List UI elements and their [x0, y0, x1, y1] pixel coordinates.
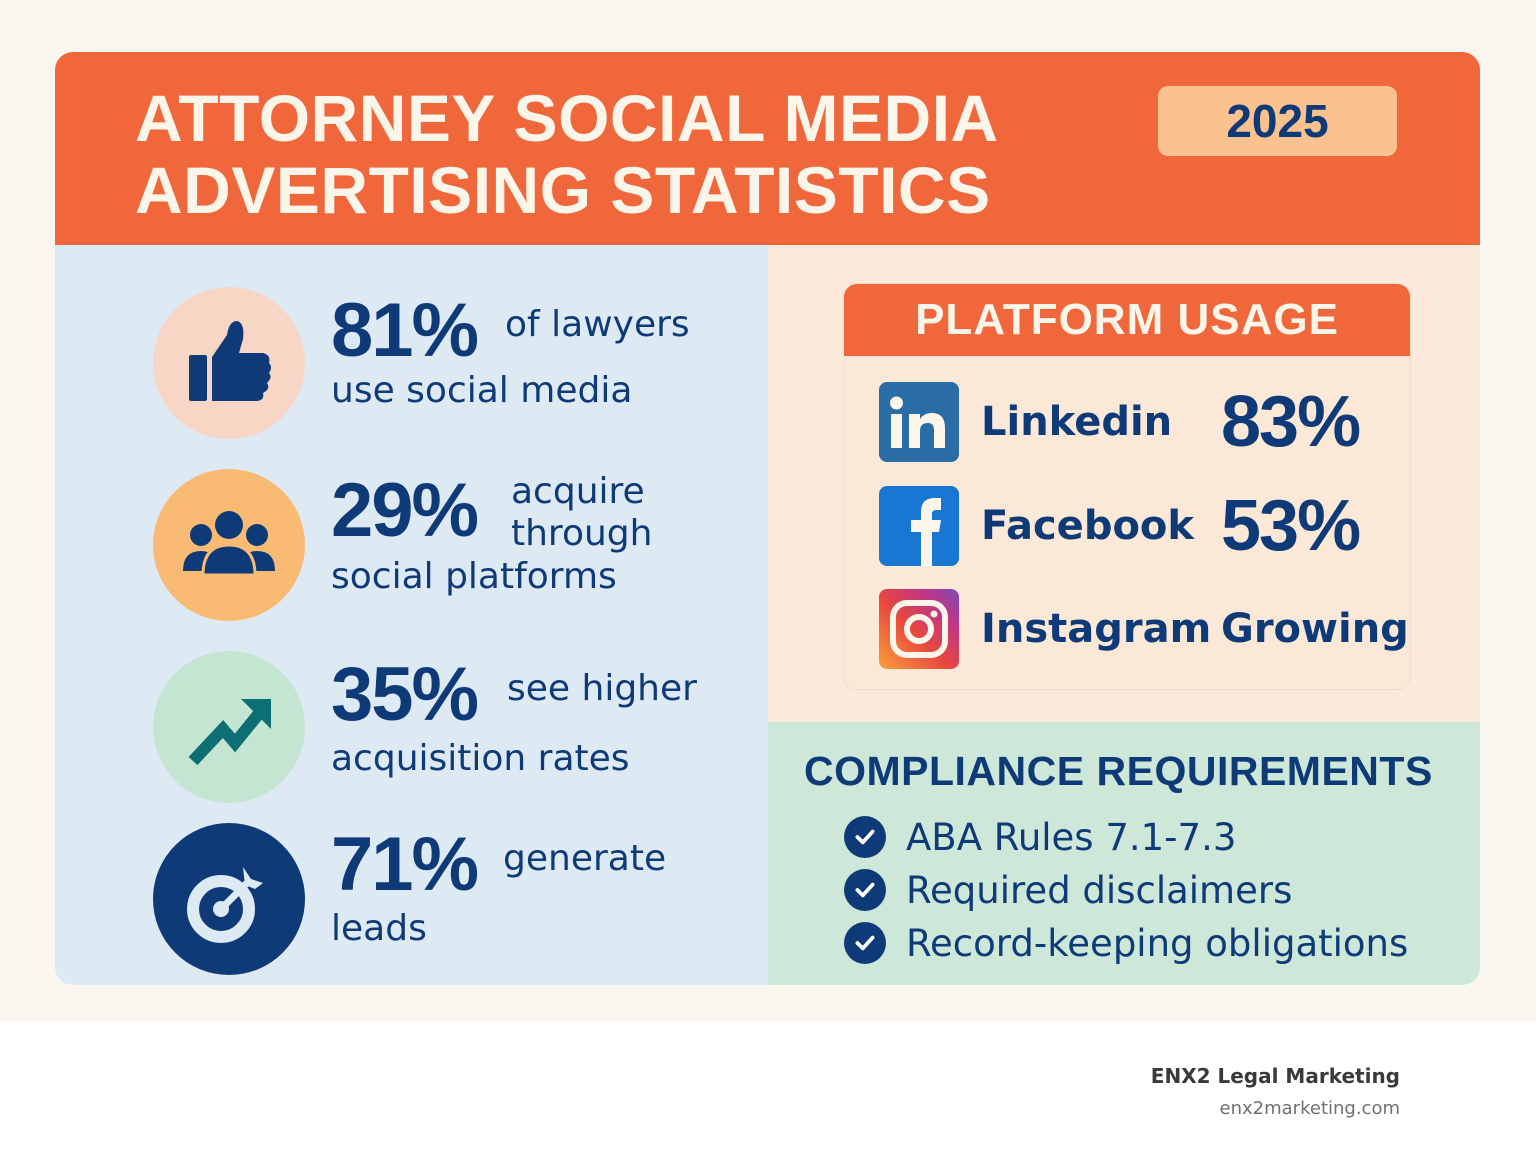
stat-value: 35% — [331, 652, 479, 737]
platform-row-facebook: Facebook 53% — [879, 486, 1409, 566]
stat-text-below: use social media — [331, 370, 633, 411]
compliance-item: Record-keeping obligations — [844, 919, 1408, 967]
stat-item-leads: 71% generate leads — [153, 823, 753, 975]
stat-text-below: acquisition rates — [331, 738, 630, 779]
stat-text-inline: generate — [503, 838, 667, 879]
platform-value: 83% — [1221, 382, 1361, 462]
compliance-item: Required disclaimers — [844, 866, 1292, 914]
thumbs-up-icon — [153, 287, 305, 439]
platform-name: Instagram — [981, 606, 1212, 652]
stats-panel: 81% of lawyers use social media 29% acqu… — [55, 245, 768, 985]
platform-row-instagram: Instagram Growing — [879, 589, 1409, 669]
check-circle-icon — [844, 869, 886, 911]
trending-up-icon — [153, 651, 305, 803]
stat-text-inline: see higher — [507, 668, 697, 709]
stat-text-below: leads — [331, 908, 427, 949]
infographic-card: ATTORNEY SOCIAL MEDIA ADVERTISING STATIS… — [55, 52, 1480, 985]
platform-name: Linkedin — [981, 399, 1173, 445]
platform-row-linkedin: Linkedin 83% — [879, 382, 1409, 462]
platform-value: 53% — [1221, 486, 1361, 566]
stat-text-inline: acquire through — [511, 471, 653, 554]
stat-text-inline: of lawyers — [505, 304, 690, 345]
platform-name: Facebook — [981, 503, 1195, 549]
platform-usage-box: PLATFORM USAGE Linkedin 83% — [843, 283, 1411, 690]
facebook-icon — [879, 486, 959, 566]
compliance-item-label: ABA Rules 7.1-7.3 — [906, 815, 1237, 859]
stat-text-below: social platforms — [331, 556, 617, 597]
stat-value: 71% — [331, 822, 479, 907]
target-icon — [153, 823, 305, 975]
stat-item-lawyers-social: 81% of lawyers use social media — [153, 287, 753, 439]
page-title: ATTORNEY SOCIAL MEDIA ADVERTISING STATIS… — [135, 81, 999, 227]
compliance-panel: COMPLIANCE REQUIREMENTS ABA Rules 7.1-7.… — [768, 722, 1480, 985]
compliance-item: ABA Rules 7.1-7.3 — [844, 813, 1236, 861]
compliance-item-label: Required disclaimers — [906, 868, 1293, 912]
check-circle-icon — [844, 816, 886, 858]
platform-usage-title: PLATFORM USAGE — [844, 284, 1410, 356]
platform-usage-panel: PLATFORM USAGE Linkedin 83% — [768, 245, 1480, 722]
platform-value: Growing — [1221, 606, 1409, 652]
stat-value: 81% — [331, 288, 479, 373]
year-badge: 2025 — [1158, 86, 1397, 156]
group-icon — [153, 469, 305, 621]
compliance-item-label: Record-keeping obligations — [906, 921, 1409, 965]
footer-url[interactable]: enx2marketing.com — [1219, 1098, 1400, 1119]
linkedin-icon — [879, 382, 959, 462]
check-circle-icon — [844, 922, 886, 964]
footer-brand: ENX2 Legal Marketing — [1150, 1064, 1400, 1088]
stat-item-acquire: 29% acquire through social platforms — [153, 469, 753, 621]
stat-item-acquisition-rates: 35% see higher acquisition rates — [153, 651, 753, 803]
instagram-icon — [879, 589, 959, 669]
compliance-title: COMPLIANCE REQUIREMENTS — [804, 748, 1433, 794]
header-banner: ATTORNEY SOCIAL MEDIA ADVERTISING STATIS… — [55, 52, 1480, 245]
stat-value: 29% — [331, 468, 479, 553]
